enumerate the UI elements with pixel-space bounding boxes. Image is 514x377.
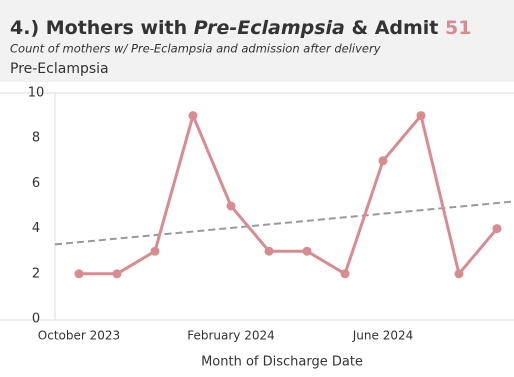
title-part: Pre-Eclampsia: [194, 17, 345, 39]
point: [264, 246, 274, 256]
point: [492, 224, 502, 234]
point: [74, 269, 84, 279]
series-line: [79, 114, 499, 276]
x-tick-label: October 2023: [38, 329, 120, 343]
y-tick-label: 4: [32, 221, 40, 236]
y-tick-label: 8: [32, 131, 40, 146]
point: [226, 201, 236, 211]
x-axis-title: Month of Discharge Date: [201, 355, 363, 370]
header-bg: [0, 0, 514, 82]
admit-count: 51: [445, 17, 471, 39]
y-tick-label: 2: [32, 266, 40, 281]
title-part: 4.) Mothers with: [10, 17, 194, 39]
trend-line: [54, 200, 514, 246]
chart-title: 4.) Mothers with Pre-Eclampsia & Admit 5…: [10, 17, 471, 39]
y-tick-label: 10: [28, 86, 45, 101]
title-part: & Admit: [345, 17, 445, 39]
point: [454, 269, 464, 279]
subtitle: Count of mothers w/ Pre-Eclampsia and ad…: [10, 42, 381, 56]
point: [416, 111, 426, 121]
x-tick-label: February 2024: [187, 329, 275, 343]
series-name: Pre-Eclampsia: [10, 61, 109, 77]
point: [112, 269, 122, 279]
point: [340, 269, 350, 279]
point: [150, 246, 160, 256]
x-tick-label: June 2024: [352, 329, 414, 343]
y-tick-label: 6: [32, 176, 40, 191]
point: [378, 156, 388, 166]
point: [302, 246, 312, 256]
point: [188, 111, 198, 121]
y-tick-label: 0: [32, 312, 40, 327]
